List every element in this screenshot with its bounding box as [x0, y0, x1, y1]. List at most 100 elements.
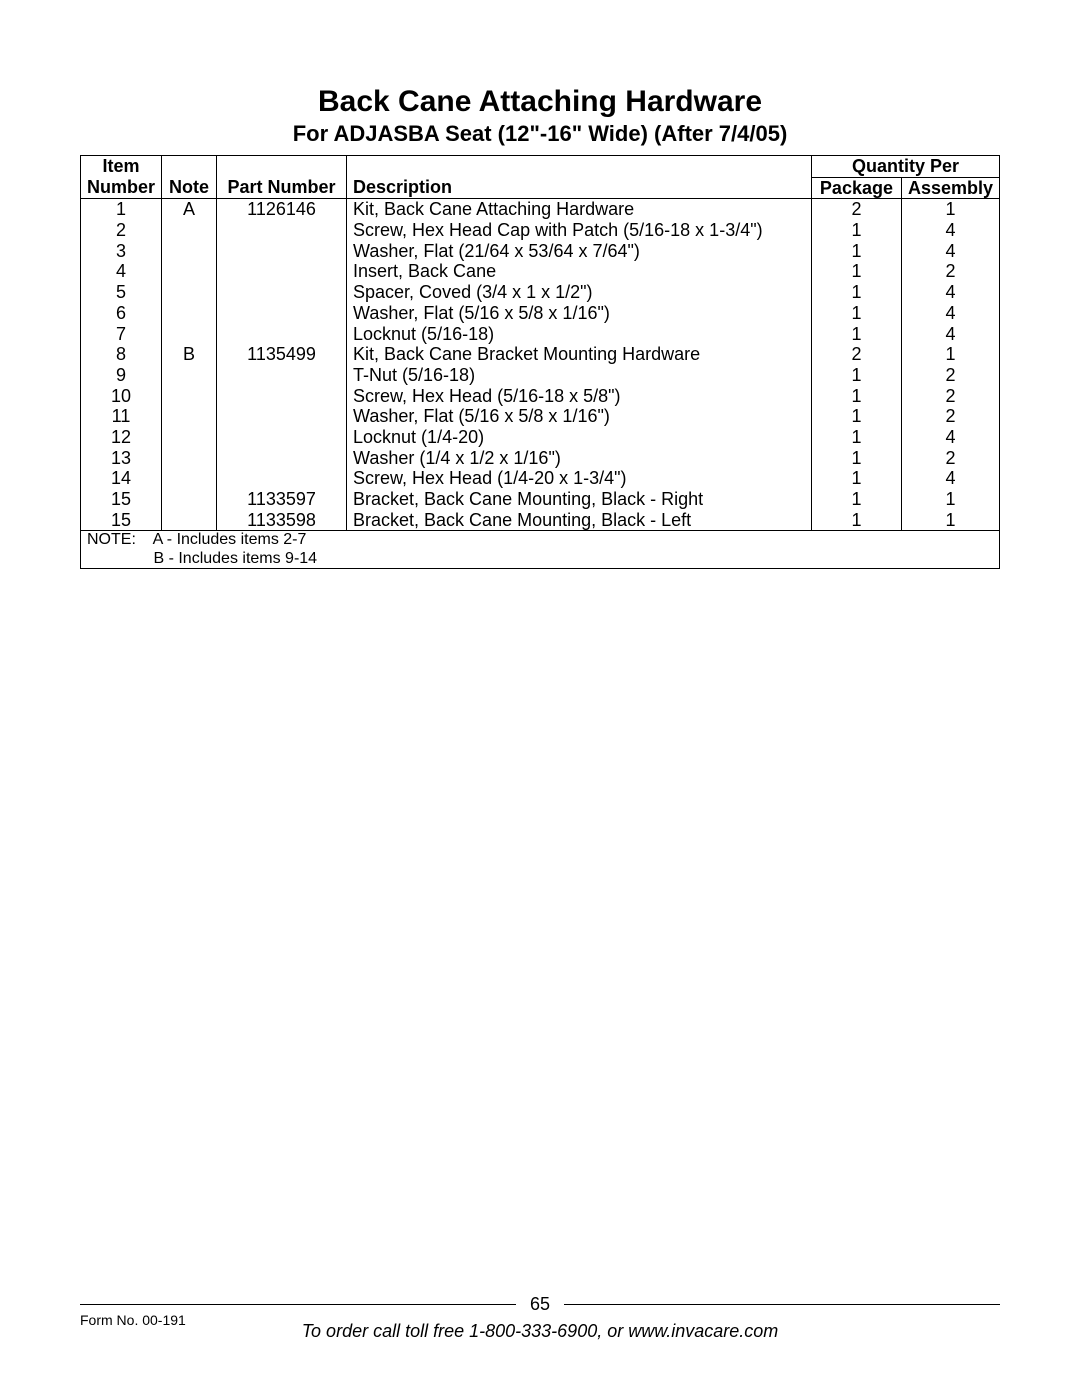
cell-asm: 4	[901, 282, 999, 303]
cell-desc: Bracket, Back Cane Mounting, Black - Rig…	[347, 489, 812, 510]
cell-pkg: 1	[811, 406, 901, 427]
cell-desc: Screw, Hex Head (1/4-20 x 1-3/4")	[347, 468, 812, 489]
footer-line-left	[80, 1304, 516, 1305]
cell-desc: Bracket, Back Cane Mounting, Black - Lef…	[347, 510, 812, 531]
cell-desc: Washer, Flat (5/16 x 5/8 x 1/16")	[347, 303, 812, 324]
cell-note	[162, 427, 217, 448]
cell-item: 12	[81, 427, 162, 448]
cell-asm: 2	[901, 386, 999, 407]
cell-asm: 4	[901, 427, 999, 448]
table-row: 12 Locknut (1/4-20)14	[81, 427, 1000, 448]
cell-part	[217, 365, 347, 386]
cell-asm: 4	[901, 241, 999, 262]
col-header-item: Number	[81, 177, 162, 199]
note-line-1: A - Includes items 2-7	[153, 531, 307, 548]
cell-asm: 2	[901, 261, 999, 282]
cell-asm: 4	[901, 303, 999, 324]
cell-part	[217, 427, 347, 448]
cell-desc: Washer, Flat (21/64 x 53/64 x 7/64")	[347, 241, 812, 262]
cell-pkg: 2	[811, 199, 901, 220]
table-note: NOTE: A - Includes items 2-7 B - Include…	[81, 531, 1000, 569]
cell-item: 4	[81, 261, 162, 282]
footer-line-right	[564, 1304, 1000, 1305]
table-row: 7Locknut (5/16-18)14	[81, 324, 1000, 345]
page-number: 65	[530, 1294, 550, 1315]
cell-note	[162, 468, 217, 489]
table-row: 8B1135499Kit, Back Cane Bracket Mounting…	[81, 344, 1000, 365]
cell-note	[162, 282, 217, 303]
cell-desc: Insert, Back Cane	[347, 261, 812, 282]
cell-item: 8	[81, 344, 162, 365]
page-footer: 65 Form No. 00-191 To order call toll fr…	[80, 1294, 1000, 1342]
cell-pkg: 1	[811, 324, 901, 345]
table-row: 9 T-Nut (5/16-18)12	[81, 365, 1000, 386]
cell-part	[217, 386, 347, 407]
cell-asm: 1	[901, 510, 999, 531]
table-row: 6 Washer, Flat (5/16 x 5/8 x 1/16")14	[81, 303, 1000, 324]
col-header-qty-span: Quantity Per	[811, 156, 999, 178]
cell-asm: 4	[901, 468, 999, 489]
table-row: 2 Screw, Hex Head Cap with Patch (5/16-18…	[81, 220, 1000, 241]
cell-item: 15	[81, 510, 162, 531]
table-row: 4Insert, Back Cane12	[81, 261, 1000, 282]
cell-item: 6	[81, 303, 162, 324]
col-header-item-top: Item	[81, 156, 162, 178]
cell-desc: Screw, Hex Head Cap with Patch (5/16-18 …	[347, 220, 812, 241]
note-line-2: B - Includes items 9-14	[153, 550, 317, 567]
cell-part	[217, 406, 347, 427]
cell-desc: Screw, Hex Head (5/16-18 x 5/8")	[347, 386, 812, 407]
cell-note: B	[162, 344, 217, 365]
table-row: 3Washer, Flat (21/64 x 53/64 x 7/64")14	[81, 241, 1000, 262]
cell-desc: Kit, Back Cane Attaching Hardware	[347, 199, 812, 220]
cell-asm: 2	[901, 365, 999, 386]
col-header-desc-blank	[347, 156, 812, 178]
cell-part	[217, 448, 347, 469]
cell-part	[217, 303, 347, 324]
cell-pkg: 1	[811, 303, 901, 324]
note-label-blank	[87, 550, 149, 568]
cell-pkg: 1	[811, 510, 901, 531]
cell-asm: 1	[901, 489, 999, 510]
table-row: 151133597Bracket, Back Cane Mounting, Bl…	[81, 489, 1000, 510]
cell-note	[162, 406, 217, 427]
cell-desc: Washer, Flat (5/16 x 5/8 x 1/16")	[347, 406, 812, 427]
cell-desc: Locknut (1/4-20)	[347, 427, 812, 448]
parts-table: Item Quantity Per Number Note Part Numbe…	[80, 155, 1000, 569]
table-row: 10Screw, Hex Head (5/16-18 x 5/8")12	[81, 386, 1000, 407]
cell-part	[217, 324, 347, 345]
col-header-desc: Description	[347, 177, 812, 199]
cell-note	[162, 261, 217, 282]
cell-note: A	[162, 199, 217, 220]
cell-pkg: 1	[811, 427, 901, 448]
cell-asm: 1	[901, 199, 999, 220]
page: Back Cane Attaching Hardware For ADJASBA…	[0, 0, 1080, 1397]
cell-part: 1135499	[217, 344, 347, 365]
cell-item: 9	[81, 365, 162, 386]
cell-item: 11	[81, 406, 162, 427]
cell-desc: T-Nut (5/16-18)	[347, 365, 812, 386]
table-row: 5Spacer, Coved (3/4 x 1 x 1/2")14	[81, 282, 1000, 303]
col-header-part-blank	[217, 156, 347, 178]
cell-pkg: 1	[811, 468, 901, 489]
cell-item: 1	[81, 199, 162, 220]
col-header-note-blank	[162, 156, 217, 178]
cell-note	[162, 448, 217, 469]
cell-item: 2	[81, 220, 162, 241]
cell-pkg: 1	[811, 365, 901, 386]
cell-pkg: 1	[811, 282, 901, 303]
cell-part	[217, 468, 347, 489]
cell-asm: 1	[901, 344, 999, 365]
cell-desc: Kit, Back Cane Bracket Mounting Hardware	[347, 344, 812, 365]
col-header-part: Part Number	[217, 177, 347, 199]
cell-pkg: 1	[811, 220, 901, 241]
cell-part: 1133597	[217, 489, 347, 510]
cell-note	[162, 489, 217, 510]
cell-item: 14	[81, 468, 162, 489]
cell-asm: 2	[901, 448, 999, 469]
form-number: Form No. 00-191	[80, 1312, 186, 1328]
cell-note	[162, 324, 217, 345]
cell-part	[217, 220, 347, 241]
cell-pkg: 1	[811, 489, 901, 510]
cell-part	[217, 282, 347, 303]
cell-desc: Washer (1/4 x 1/2 x 1/16")	[347, 448, 812, 469]
